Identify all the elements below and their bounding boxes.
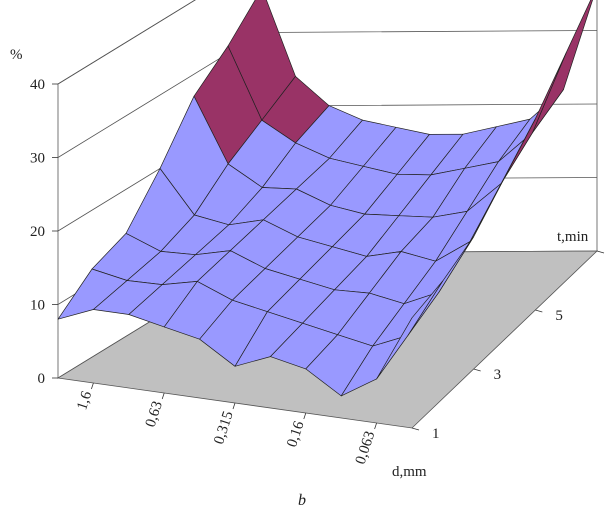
x-tick-mark	[303, 412, 307, 420]
y-tick-mark	[535, 309, 543, 313]
x-tick-label: 0,63	[143, 399, 166, 429]
y-axis-title: t,min	[557, 229, 589, 245]
x-tick-label: 0,16	[284, 419, 307, 449]
y-tick-label: 5	[555, 308, 563, 324]
x-tick-mark	[91, 382, 94, 390]
y-tick-label: 1	[432, 426, 440, 442]
z-tick-label: 10	[30, 298, 45, 314]
x-tick-label: 0,063	[353, 429, 379, 466]
z-tick-label: 40	[30, 77, 45, 93]
x-tick-mark	[374, 422, 377, 430]
y-tick-mark	[411, 427, 420, 431]
gridline-z-40	[57, 0, 196, 85]
z-axis-title: %	[10, 47, 23, 63]
x-tick-label: 0,315	[211, 409, 237, 446]
y-tick-mark	[596, 250, 605, 254]
z-tick-label: 30	[30, 151, 45, 167]
surface-mesh	[57, 0, 593, 397]
y-tick-label: 3	[494, 367, 502, 383]
x-tick-mark	[232, 402, 236, 410]
z-tick-label: 20	[30, 224, 45, 240]
y-tick-mark	[473, 368, 481, 372]
z-tick-label: 0	[38, 371, 46, 387]
x-tick-mark	[161, 392, 165, 400]
x-axis-title: d,mm	[392, 464, 427, 480]
surface-cell-0-9	[376, 280, 444, 380]
figure-caption: b	[298, 492, 306, 509]
x-tick-label: 1,6	[74, 389, 95, 412]
